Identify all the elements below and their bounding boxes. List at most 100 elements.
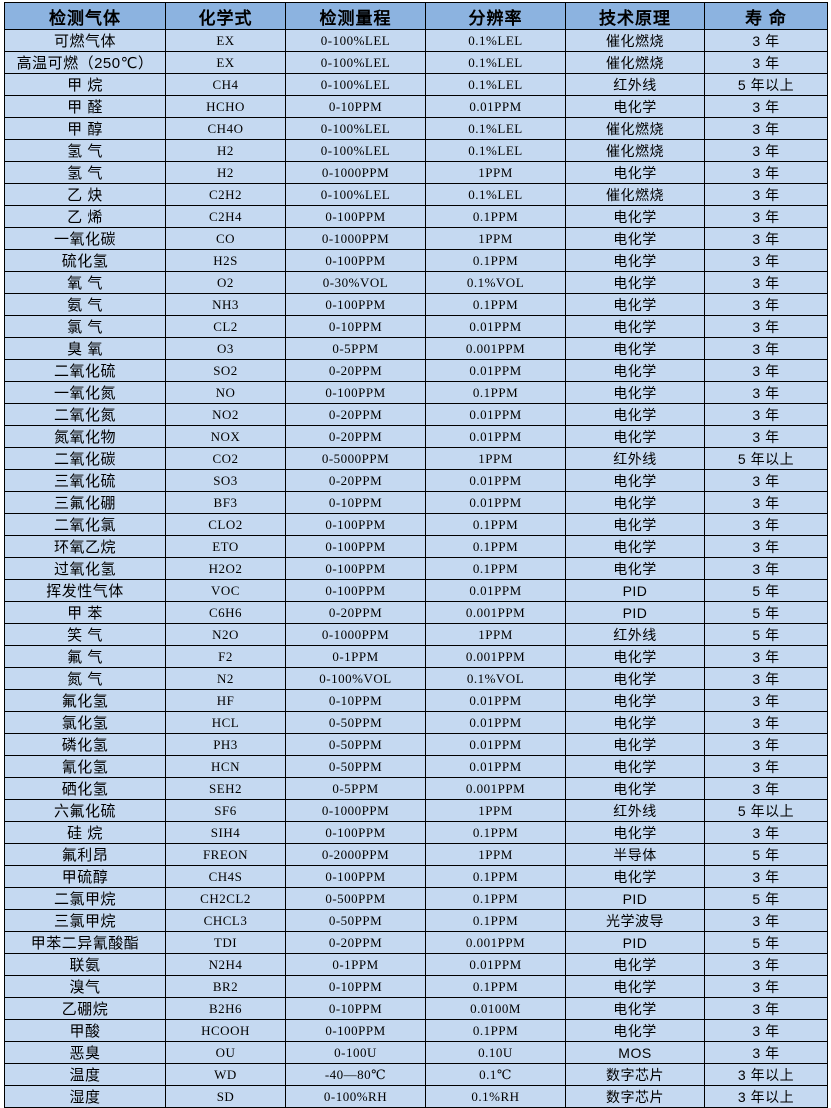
table-row: 三氯甲烷 CHCL3 0-50PPM 0.1PPM 光学波导 3 年 (4, 909, 828, 932)
cell-res: 0.1PPM (425, 535, 566, 558)
cell-form: O2 (165, 271, 286, 294)
column-header-range: 检测量程 (285, 2, 426, 30)
cell-res: 0.01PPM (425, 711, 566, 734)
cell-life: 5 年以上 (704, 447, 828, 470)
cell-gas: 溴气 (4, 975, 166, 998)
table-row: 氨 气 NH3 0-100PPM 0.1PPM 电化学 3 年 (4, 293, 828, 316)
cell-gas: 甲 醛 (4, 95, 166, 118)
cell-life: 3 年 (704, 469, 828, 492)
cell-tech: 电化学 (565, 557, 705, 580)
cell-form: N2H4 (165, 953, 286, 976)
table-row: 溴气 BR2 0-10PPM 0.1PPM 电化学 3 年 (4, 975, 828, 998)
cell-res: 0.01PPM (425, 403, 566, 426)
cell-res: 0.0100M (425, 997, 566, 1020)
table-row: 硫化氢 H2S 0-100PPM 0.1PPM 电化学 3 年 (4, 249, 828, 272)
cell-gas: 甲 苯 (4, 601, 166, 624)
cell-life: 3 年 (704, 51, 828, 74)
cell-range: 0-100PPM (285, 381, 426, 404)
cell-tech: 电化学 (565, 1019, 705, 1042)
cell-life: 3 年 (704, 359, 828, 382)
cell-life: 3 年 (704, 425, 828, 448)
cell-gas: 氟 气 (4, 645, 166, 668)
gas-sensor-specification-table: 检测气体 化学式 检测量程 分辨率 技术原理寿 命 可燃气体 EX 0-100%LEL 0.1… (4, 2, 828, 1108)
cell-life: 5 年 (704, 931, 828, 954)
table-header: 检测气体 化学式 检测量程 分辨率 技术原理寿 命 (4, 2, 828, 30)
cell-life: 3 年 (704, 513, 828, 536)
table-row: 三氧化硫 SO3 0-20PPM 0.01PPM 电化学 3 年 (4, 469, 828, 492)
table-row: 乙 烯 C2H4 0-100PPM 0.1PPM 电化学 3 年 (4, 205, 828, 228)
cell-range: 0-100%LEL (285, 73, 426, 96)
cell-life: 5 年 (704, 843, 828, 866)
cell-gas: 二氧化碳 (4, 447, 166, 470)
table-row: 可燃气体 EX 0-100%LEL 0.1%LEL 催化燃烧 3 年 (4, 29, 828, 52)
table-row: 二氧化硫 SO2 0-20PPM 0.01PPM 电化学 3 年 (4, 359, 828, 382)
cell-tech: 电化学 (565, 667, 705, 690)
cell-life: 3 年 (704, 535, 828, 558)
cell-tech: 光学波导 (565, 909, 705, 932)
cell-range: 0-100%LEL (285, 51, 426, 74)
cell-life: 3 年 (704, 953, 828, 976)
cell-gas: 湿度 (4, 1085, 166, 1108)
cell-life: 3 年 (704, 491, 828, 514)
cell-life: 3 年 (704, 161, 828, 184)
cell-form: O3 (165, 337, 286, 360)
table-row: 乙硼烷 B2H6 0-10PPM 0.0100M 电化学 3 年 (4, 997, 828, 1020)
cell-tech: 催化燃烧 (565, 29, 705, 52)
cell-life: 5 年 (704, 887, 828, 910)
column-header-gas: 检测气体 (4, 2, 166, 30)
column-header-form: 化学式 (165, 2, 286, 30)
table-row: 氟化氢 HF 0-10PPM 0.01PPM 电化学 3 年 (4, 689, 828, 712)
cell-range: 0-100PPM (285, 205, 426, 228)
cell-form: NO (165, 381, 286, 404)
cell-gas: 三氟化硼 (4, 491, 166, 514)
cell-gas: 硫化氢 (4, 249, 166, 272)
cell-form: CH2CL2 (165, 887, 286, 910)
cell-range: 0-100%RH (285, 1085, 426, 1108)
cell-range: 0-2000PPM (285, 843, 426, 866)
table-row: 甲 烷 CH4 0-100%LEL 0.1%LEL 红外线 5 年以上 (4, 73, 828, 96)
cell-gas: 氧 气 (4, 271, 166, 294)
cell-tech: 电化学 (565, 271, 705, 294)
cell-life: 3 年 (704, 755, 828, 778)
cell-life: 3 年 (704, 139, 828, 162)
cell-tech: 电化学 (565, 711, 705, 734)
cell-form: CL2 (165, 315, 286, 338)
cell-form: SF6 (165, 799, 286, 822)
cell-tech: 电化学 (565, 161, 705, 184)
cell-life: 3 年 (704, 227, 828, 250)
cell-life: 5 年 (704, 601, 828, 624)
cell-res: 0.1PPM (425, 249, 566, 272)
cell-res: 0.01PPM (425, 755, 566, 778)
cell-gas: 一氧化氮 (4, 381, 166, 404)
cell-gas: 氟化氢 (4, 689, 166, 712)
cell-life: 5 年以上 (704, 799, 828, 822)
table-row: 甲 醛 HCHO 0-10PPM 0.01PPM 电化学 3 年 (4, 95, 828, 118)
cell-res: 0.1%LEL (425, 183, 566, 206)
table-row: 氟利昂 FREON 0-2000PPM 1PPM 半导体 5 年 (4, 843, 828, 866)
cell-range: 0-10PPM (285, 491, 426, 514)
cell-gas: 可燃气体 (4, 29, 166, 52)
cell-form: N2 (165, 667, 286, 690)
cell-form: CLO2 (165, 513, 286, 536)
cell-range: 0-50PPM (285, 755, 426, 778)
cell-range: 0-1000PPM (285, 227, 426, 250)
cell-life: 3 年 (704, 95, 828, 118)
cell-range: 0-100%LEL (285, 139, 426, 162)
cell-life: 3 年 (704, 293, 828, 316)
cell-range: 0-100PPM (285, 1019, 426, 1042)
cell-gas: 乙 炔 (4, 183, 166, 206)
cell-range: 0-100PPM (285, 249, 426, 272)
cell-life: 3 年 (704, 1019, 828, 1042)
cell-form: BF3 (165, 491, 286, 514)
cell-form: EX (165, 29, 286, 52)
cell-tech: 半导体 (565, 843, 705, 866)
cell-form: C2H2 (165, 183, 286, 206)
cell-range: 0-10PPM (285, 95, 426, 118)
cell-range: 0-100PPM (285, 821, 426, 844)
cell-life: 3 年 (704, 29, 828, 52)
table-row: 氢 气 H2 0-100%LEL 0.1%LEL 催化燃烧 3 年 (4, 139, 828, 162)
table-row: 甲 醇 CH4O 0-100%LEL 0.1%LEL 催化燃烧 3 年 (4, 117, 828, 140)
cell-res: 0.1PPM (425, 557, 566, 580)
cell-tech: 数字芯片 (565, 1085, 705, 1108)
table-row: 甲硫醇 CH4S 0-100PPM 0.1PPM 电化学 3 年 (4, 865, 828, 888)
